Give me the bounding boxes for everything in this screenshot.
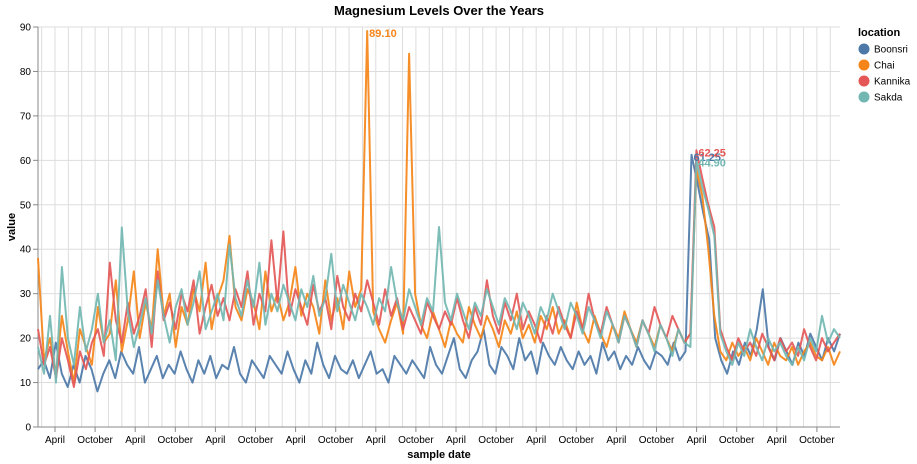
x-tick-label: October <box>799 435 835 446</box>
x-tick-label: October <box>77 435 113 446</box>
x-axis: April October April October April October Apri… <box>38 426 840 446</box>
legend-label-sakda: Sakda <box>874 93 903 104</box>
x-tick-label: April <box>606 435 626 446</box>
chart-grid <box>38 26 840 428</box>
series-line-sakda <box>37 159 841 384</box>
y-tick-label: 80 <box>20 67 32 78</box>
x-tick-label: October <box>318 435 354 446</box>
x-tick-label: October <box>559 435 595 446</box>
x-tick-label: April <box>125 435 145 446</box>
y-tick-label: 0 <box>25 423 31 434</box>
x-tick-label: April <box>526 435 546 446</box>
series-line-kannika <box>37 149 841 388</box>
max-annotation-boonsri: 61.25 <box>693 152 721 164</box>
y-tick-label: 60 <box>20 156 32 167</box>
legend-label-kannika: Kannika <box>874 77 911 88</box>
x-tick-label: October <box>719 435 755 446</box>
legend-label-chai: Chai <box>874 61 895 72</box>
plot-area <box>37 30 841 393</box>
y-tick-label: 70 <box>20 111 32 122</box>
x-tick-label: October <box>238 435 274 446</box>
x-tick-label: April <box>205 435 225 446</box>
max-annotation-sakda: 44.90 <box>698 157 726 169</box>
y-tick-label: 90 <box>20 23 32 34</box>
x-tick-label: April <box>446 435 466 446</box>
x-tick-label: April <box>687 435 707 446</box>
legend-swatch-kannika <box>858 75 870 87</box>
x-axis-title: sample date <box>407 449 471 461</box>
legend-title: location <box>858 27 900 39</box>
max-annotation-chai: 89.10 <box>369 28 397 40</box>
y-tick-label: 30 <box>20 289 32 300</box>
chart-title: Magnesium Levels Over the Years <box>334 3 544 18</box>
legend-swatch-sakda <box>858 91 870 103</box>
y-tick-label: 40 <box>20 245 32 256</box>
legend-swatch-chai <box>858 59 870 71</box>
x-tick-label: October <box>639 435 675 446</box>
x-tick-label: April <box>767 435 787 446</box>
x-tick-label: October <box>478 435 514 446</box>
y-tick-label: 50 <box>20 200 32 211</box>
y-tick-label: 20 <box>20 334 32 345</box>
x-tick-label: April <box>286 435 306 446</box>
x-tick-label: October <box>158 435 194 446</box>
y-axis: 0 10 20 30 40 50 60 70 80 90 <box>20 23 39 434</box>
x-tick-label: April <box>366 435 386 446</box>
y-axis-title: value <box>6 213 18 241</box>
y-tick-label: 10 <box>20 378 32 389</box>
legend-swatch-boonsri <box>858 43 870 55</box>
legend-label-boonsri: Boonsri <box>874 45 908 56</box>
legend: location Boonsri Chai Kannika Sakda <box>858 27 911 104</box>
x-tick-label: October <box>398 435 434 446</box>
x-tick-label: April <box>45 435 65 446</box>
max-annotation-kannika: 62.25 <box>698 147 726 159</box>
